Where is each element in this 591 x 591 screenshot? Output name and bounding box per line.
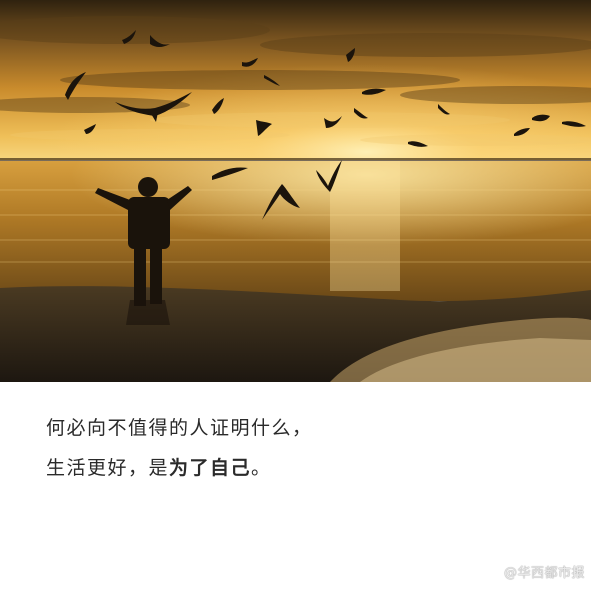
caption-line-2-suffix: 。 bbox=[251, 457, 272, 479]
birds bbox=[65, 30, 586, 220]
caption: 何必向不值得的人证明什么， 生活更好，是为了自己。 bbox=[46, 408, 566, 488]
caption-line-1: 何必向不值得的人证明什么， bbox=[46, 417, 313, 439]
sunset-photo bbox=[0, 0, 591, 382]
child-silhouette bbox=[95, 177, 192, 325]
caption-line-2-prefix: 生活更好，是 bbox=[46, 457, 170, 479]
watermark: @华西都市报 bbox=[503, 566, 585, 581]
caption-line-2: 生活更好，是为了自己。 bbox=[46, 448, 566, 488]
caption-line-2-bold: 为了自己 bbox=[169, 457, 252, 479]
